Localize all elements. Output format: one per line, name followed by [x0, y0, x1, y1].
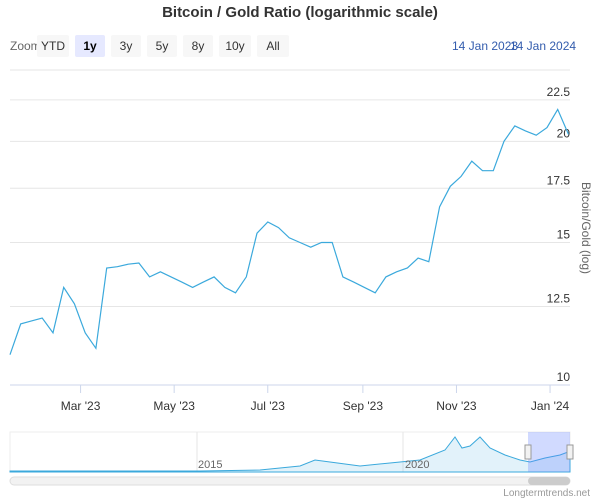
- x-tick-label: May '23: [153, 399, 195, 413]
- range-button[interactable]: [37, 35, 69, 57]
- scrollbar[interactable]: [9, 476, 571, 486]
- x-tick-label: Sep '23: [343, 399, 384, 413]
- range-button-label[interactable]: 3y: [120, 39, 133, 53]
- x-tick-label: Nov '23: [436, 399, 477, 413]
- range-button-label[interactable]: YTD: [41, 39, 65, 53]
- series-line: [9, 108, 570, 355]
- x-tick-label: Jan '24: [531, 399, 570, 413]
- range-button-label[interactable]: 8y: [192, 39, 205, 53]
- navigator-label: 2020: [405, 459, 429, 471]
- range-to[interactable]: 14 Jan 2024: [510, 39, 576, 53]
- range-button-label[interactable]: 5y: [156, 39, 169, 53]
- range-buttons: YTD 1y 3y 5y 8y 10y All: [37, 35, 289, 57]
- y-tick-label: 12.5: [547, 292, 571, 306]
- navigator-handle[interactable]: [524, 444, 532, 460]
- range-button-label[interactable]: 1y: [83, 39, 97, 53]
- navigator-mask[interactable]: [528, 432, 570, 472]
- y-tick-label: 10: [557, 370, 571, 384]
- x-tick-label: Jul '23: [251, 399, 286, 413]
- y-axis-title: Bitcoin/Gold (log): [579, 182, 593, 274]
- y-tick-label: 22.5: [547, 85, 571, 99]
- range-button[interactable]: [111, 35, 141, 57]
- range-button[interactable]: [183, 35, 213, 57]
- navigator-label: 2015: [198, 459, 222, 471]
- zoom-label: Zoom: [10, 39, 41, 53]
- y-tick-label: 17.5: [547, 173, 571, 187]
- chart-title: Bitcoin / Gold Ratio (logarithmic scale): [162, 4, 438, 21]
- range-button[interactable]: [219, 35, 251, 57]
- credit[interactable]: Longtermtrends.net: [503, 488, 590, 499]
- range-button-label[interactable]: All: [266, 39, 279, 53]
- range-button[interactable]: [257, 35, 289, 57]
- navigator[interactable]: [9, 431, 571, 473]
- navigator-handle[interactable]: [566, 444, 574, 460]
- range-from[interactable]: 14 Jan 2023: [452, 39, 518, 53]
- range-button[interactable]: [147, 35, 177, 57]
- scrollbar-thumb[interactable]: [528, 477, 570, 485]
- y-tick-label: 15: [557, 227, 571, 241]
- range-button-label[interactable]: 10y: [225, 39, 244, 53]
- x-tick-label: Mar '23: [61, 399, 101, 413]
- range-button[interactable]: [75, 35, 105, 57]
